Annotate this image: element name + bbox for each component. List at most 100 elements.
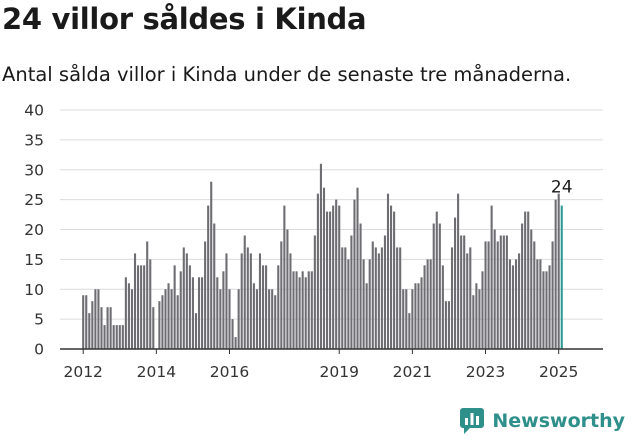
bar-series — [82, 163, 563, 350]
bar — [469, 247, 472, 349]
bar — [350, 235, 353, 349]
bar — [85, 295, 88, 349]
bar — [207, 205, 210, 349]
bar — [194, 313, 198, 349]
bar — [524, 211, 527, 349]
y-tick-label: 35 — [24, 131, 44, 149]
y-tick-label: 5 — [34, 311, 44, 329]
bar — [295, 271, 298, 349]
bar — [539, 259, 542, 350]
bar — [411, 289, 414, 349]
bar — [204, 241, 207, 349]
bar — [143, 265, 146, 349]
bar — [258, 253, 262, 349]
bar — [444, 301, 447, 349]
bar — [313, 235, 316, 349]
bar — [94, 289, 97, 349]
bar — [146, 241, 149, 349]
bar — [530, 229, 533, 349]
bar — [137, 265, 140, 349]
bar — [268, 289, 271, 349]
bar — [228, 289, 231, 349]
bar — [158, 301, 161, 349]
x-tick-label: 2025 — [539, 363, 578, 381]
bar — [457, 193, 460, 349]
bar — [298, 277, 301, 349]
bar — [511, 265, 515, 349]
bar — [521, 223, 524, 349]
x-tick-label: 2019 — [320, 363, 359, 381]
bar — [463, 235, 466, 349]
bar — [88, 313, 91, 349]
bar — [161, 295, 164, 349]
bar — [249, 253, 252, 349]
bar — [182, 247, 185, 349]
bar — [481, 271, 484, 349]
bar — [545, 271, 548, 349]
bar — [307, 271, 310, 349]
bar — [423, 265, 426, 349]
bar — [505, 235, 508, 349]
bar — [188, 265, 191, 349]
bar — [344, 247, 347, 349]
bar — [493, 229, 496, 349]
bar — [386, 193, 390, 349]
y-tick-label: 25 — [24, 191, 44, 209]
bar — [377, 253, 380, 349]
bar — [527, 211, 530, 349]
bar — [112, 325, 115, 349]
bar — [91, 301, 94, 349]
bar — [560, 205, 563, 349]
bar — [210, 181, 213, 349]
bar — [402, 289, 405, 349]
bar — [234, 337, 237, 349]
bar — [185, 253, 188, 349]
y-tick-label: 10 — [24, 281, 44, 299]
bar — [438, 223, 441, 349]
bar — [255, 289, 258, 349]
bar — [380, 247, 383, 349]
bar — [197, 277, 201, 349]
bar — [246, 247, 249, 349]
bar — [325, 211, 329, 349]
bar — [97, 289, 100, 349]
y-tick-label: 20 — [24, 221, 44, 239]
bar — [286, 229, 289, 349]
y-tick-label: 30 — [24, 161, 44, 179]
chart-title: 24 villor såldes i Kinda — [2, 2, 367, 36]
bar-chart-speech-bubble-icon — [460, 408, 485, 434]
bar — [554, 199, 557, 350]
bar — [502, 235, 505, 349]
bar — [103, 325, 106, 349]
bar — [121, 325, 124, 349]
bar — [405, 289, 408, 349]
bar — [237, 289, 240, 349]
bar — [460, 235, 463, 349]
newsworthy-logo: Newsworthy — [459, 407, 625, 435]
bar — [347, 259, 350, 350]
bar — [368, 259, 371, 350]
bar — [338, 205, 341, 349]
y-tick-label: 40 — [24, 102, 44, 120]
y-tick-label: 0 — [34, 341, 44, 359]
bar — [243, 235, 246, 349]
bar — [414, 283, 417, 349]
bar — [219, 289, 222, 349]
bar — [490, 205, 493, 349]
last-value-label: 24 — [551, 178, 573, 198]
bar — [390, 205, 393, 349]
bar — [441, 265, 444, 349]
bar — [393, 211, 396, 349]
bar — [335, 199, 338, 350]
bar — [191, 277, 194, 349]
bar — [133, 253, 137, 349]
bar — [496, 241, 499, 349]
bar — [447, 301, 451, 349]
x-axis-ticks: 2012 2014 2016 2019 2021 2023 2025 — [63, 349, 578, 381]
bar — [164, 289, 167, 349]
bar — [173, 265, 176, 349]
bar — [304, 277, 307, 349]
bar — [152, 307, 155, 349]
bar — [310, 271, 313, 349]
bar — [240, 253, 243, 349]
